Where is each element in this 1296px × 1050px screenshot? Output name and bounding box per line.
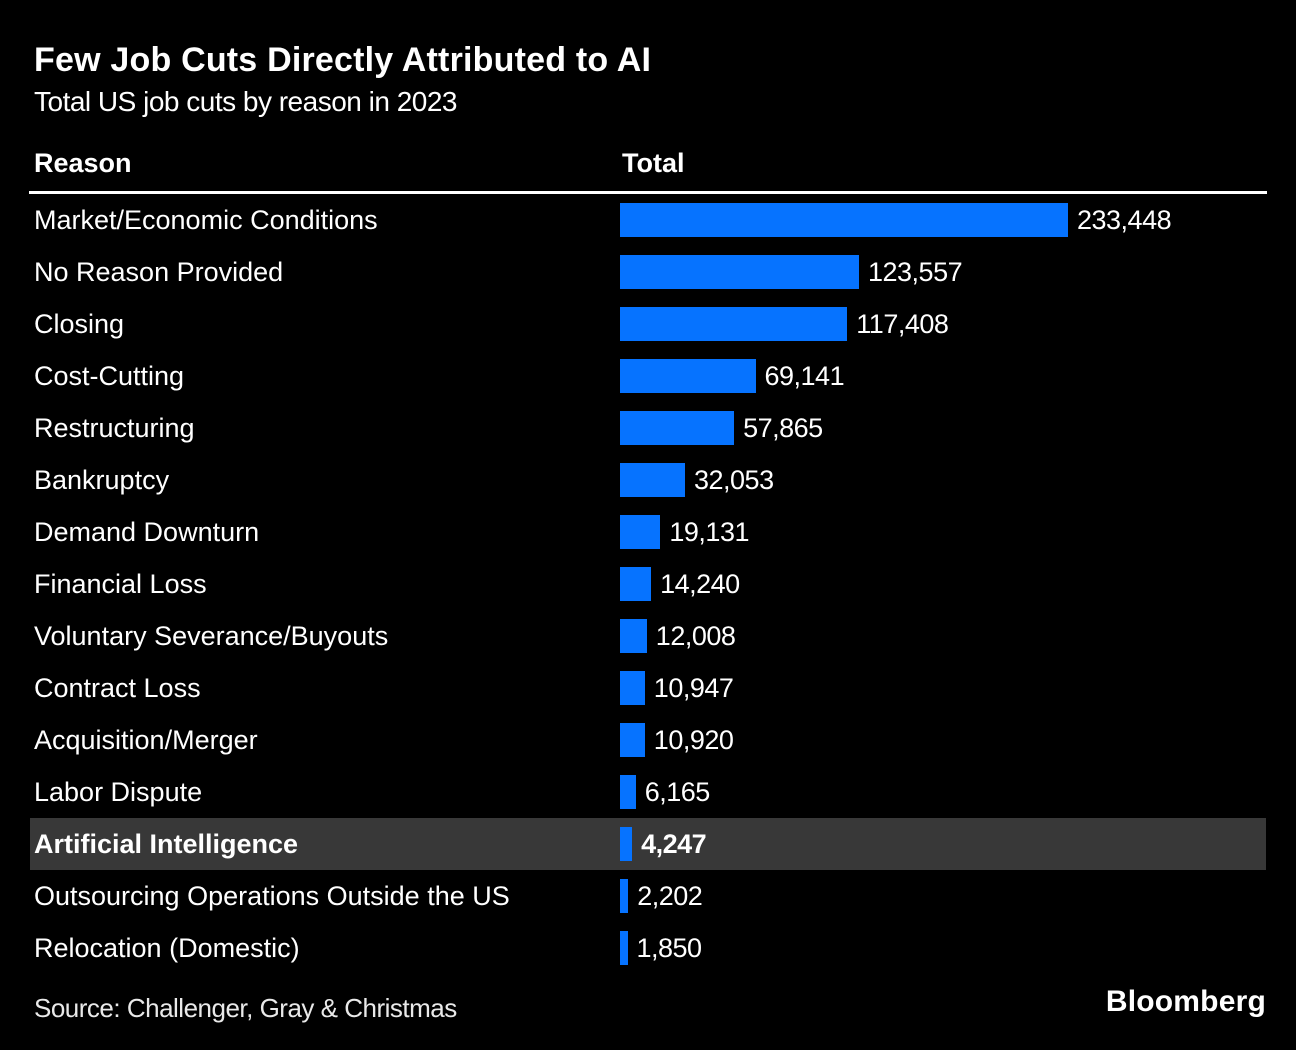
table-row: No Reason Provided 123,557 bbox=[30, 246, 1266, 298]
table-row: Artificial Intelligence 4,247 bbox=[30, 818, 1266, 871]
reason-column-header: Reason bbox=[34, 148, 132, 179]
bar-value: 10,920 bbox=[653, 724, 734, 755]
bar-value: 19,131 bbox=[669, 516, 749, 547]
bar-value: 233,448 bbox=[1077, 204, 1172, 235]
chart-title: Few Job Cuts Directly Attributed to AI bbox=[34, 41, 652, 79]
row-label: Voluntary Severance/Buyouts bbox=[34, 621, 389, 652]
row-label: Market/Economic Conditions bbox=[34, 205, 378, 236]
row-label: Acquisition/Merger bbox=[34, 725, 258, 756]
bar bbox=[620, 879, 629, 914]
bar bbox=[620, 723, 645, 758]
bar-value: 2,202 bbox=[637, 880, 703, 911]
bar-value: 32,053 bbox=[694, 464, 774, 495]
bar-cell: 6,165 bbox=[620, 766, 710, 818]
header-divider bbox=[29, 191, 1267, 195]
bar-cell: 32,053 bbox=[620, 454, 774, 506]
table-row: Market/Economic Conditions 233,448 bbox=[30, 194, 1266, 246]
chart-container: Few Job Cuts Directly Attributed to AI T… bbox=[29, 0, 1267, 1050]
bar bbox=[620, 827, 633, 862]
row-label: Artificial Intelligence bbox=[34, 829, 299, 860]
table-row: Demand Downturn 19,131 bbox=[30, 506, 1266, 558]
row-label: Closing bbox=[34, 309, 125, 340]
bar bbox=[620, 515, 661, 550]
bar-cell: 12,008 bbox=[620, 610, 736, 662]
bar-cell: 57,865 bbox=[620, 402, 823, 454]
bar-value: 14,240 bbox=[660, 568, 740, 599]
bar-cell: 123,557 bbox=[620, 246, 963, 298]
table-row: Voluntary Severance/Buyouts 12,008 bbox=[30, 610, 1266, 662]
bar-cell: 10,947 bbox=[620, 662, 734, 714]
bar bbox=[620, 463, 685, 498]
source-text: Source: Challenger, Gray & Christmas bbox=[34, 993, 457, 1023]
bar-cell: 69,141 bbox=[620, 350, 845, 402]
bar bbox=[620, 775, 636, 810]
bar bbox=[620, 567, 652, 602]
bar bbox=[620, 671, 645, 706]
bar bbox=[620, 255, 859, 290]
row-label: Labor Dispute bbox=[34, 777, 203, 808]
row-label: Demand Downturn bbox=[34, 517, 260, 548]
row-label: Bankruptcy bbox=[34, 465, 170, 496]
table-row: Financial Loss 14,240 bbox=[30, 558, 1266, 610]
row-label: No Reason Provided bbox=[34, 257, 284, 288]
bar bbox=[620, 307, 848, 342]
row-label: Outsourcing Operations Outside the US bbox=[34, 881, 510, 912]
bar-cell: 2,202 bbox=[620, 870, 703, 922]
row-label: Restructuring bbox=[34, 413, 195, 444]
table-row: Restructuring 57,865 bbox=[30, 402, 1266, 454]
bar-cell: 19,131 bbox=[620, 506, 749, 558]
column-headers: Reason Total bbox=[30, 148, 1266, 182]
row-label: Relocation (Domestic) bbox=[34, 933, 300, 964]
bar-value: 123,557 bbox=[868, 256, 963, 287]
row-label: Contract Loss bbox=[34, 673, 201, 704]
table-row: Contract Loss 10,947 bbox=[30, 662, 1266, 714]
table-row: Acquisition/Merger 10,920 bbox=[30, 714, 1266, 766]
bar-cell: 4,247 bbox=[620, 818, 707, 870]
row-label: Cost-Cutting bbox=[34, 361, 185, 392]
bar-value: 12,008 bbox=[655, 620, 736, 651]
bar-value: 4,247 bbox=[641, 828, 707, 859]
bar-value: 117,408 bbox=[856, 308, 949, 339]
table-row: Outsourcing Operations Outside the US 2,… bbox=[30, 870, 1266, 922]
bloomberg-logo: Bloomberg bbox=[1105, 985, 1266, 1018]
total-column-header: Total bbox=[622, 148, 685, 179]
bar-value: 1,850 bbox=[636, 932, 703, 963]
bar-rows: Market/Economic Conditions 233,448 No Re… bbox=[30, 194, 1266, 974]
bar bbox=[620, 359, 756, 394]
bar-value: 10,947 bbox=[653, 672, 734, 703]
table-row: Relocation (Domestic) 1,850 bbox=[30, 922, 1266, 974]
bar-value: 6,165 bbox=[644, 776, 711, 807]
bar-cell: 117,408 bbox=[620, 298, 949, 350]
bar bbox=[620, 931, 628, 966]
bar-cell: 233,448 bbox=[620, 194, 1172, 246]
bar bbox=[620, 411, 735, 446]
chart-subtitle: Total US job cuts by reason in 2023 bbox=[34, 86, 457, 118]
bar bbox=[620, 619, 647, 654]
row-label: Financial Loss bbox=[34, 569, 207, 600]
bar-cell: 1,850 bbox=[620, 922, 702, 974]
bar bbox=[620, 203, 1068, 238]
table-row: Closing 117,408 bbox=[30, 298, 1266, 350]
bar-value: 69,141 bbox=[764, 360, 845, 391]
table-row: Cost-Cutting 69,141 bbox=[30, 350, 1266, 402]
table-row: Bankruptcy 32,053 bbox=[30, 454, 1266, 506]
bar-value: 57,865 bbox=[743, 412, 823, 443]
table-row: Labor Dispute 6,165 bbox=[30, 766, 1266, 818]
bar-cell: 14,240 bbox=[620, 558, 740, 610]
bar-cell: 10,920 bbox=[620, 714, 734, 766]
